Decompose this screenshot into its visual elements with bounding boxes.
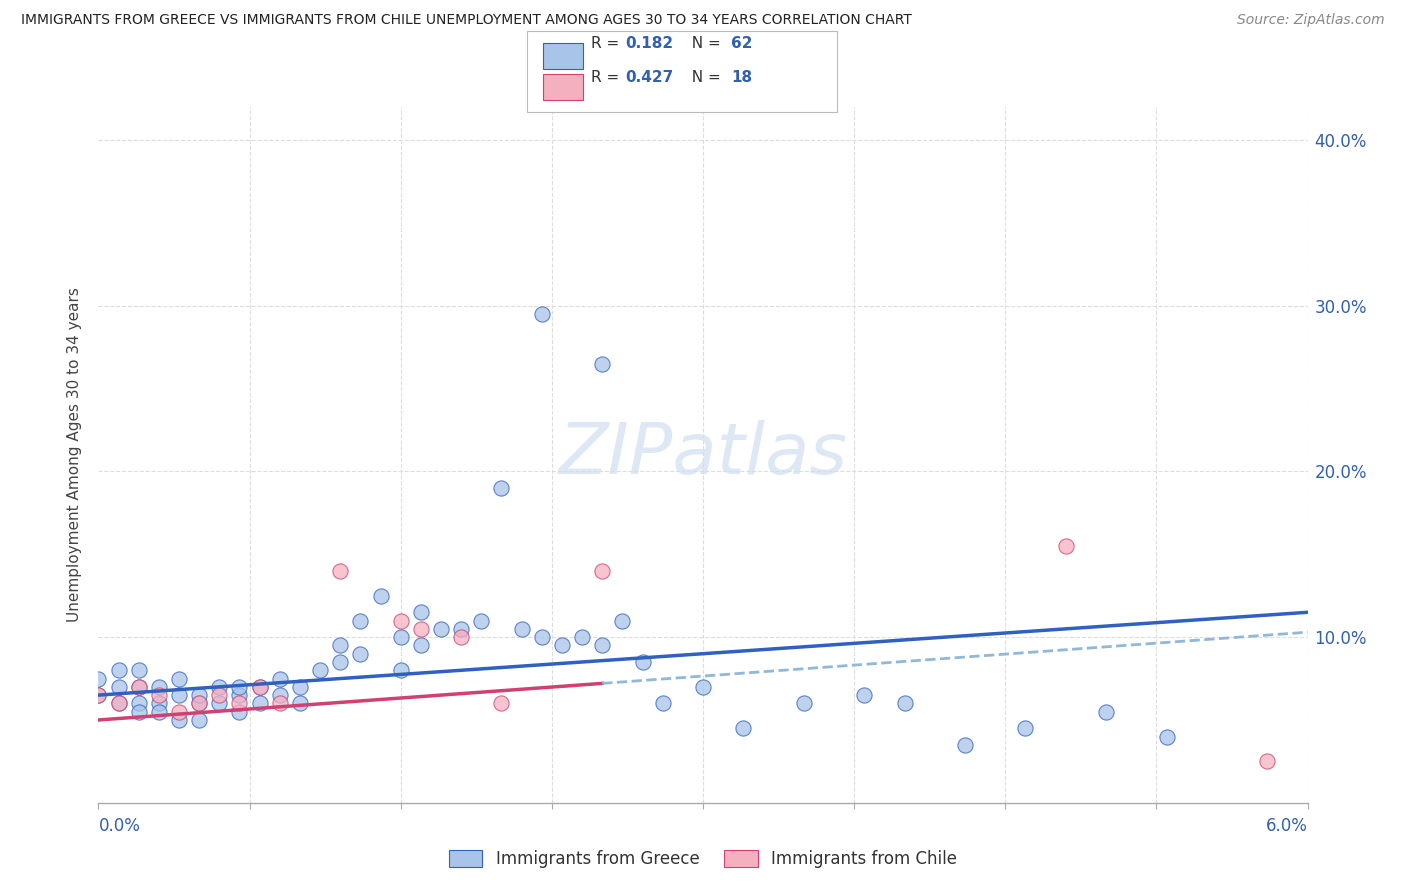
Point xyxy=(208,697,231,711)
Text: 62: 62 xyxy=(731,36,752,51)
Text: 0.182: 0.182 xyxy=(626,36,673,51)
Point xyxy=(530,630,553,644)
Point xyxy=(530,307,553,321)
Point xyxy=(430,622,453,636)
Y-axis label: Unemployment Among Ages 30 to 34 years: Unemployment Among Ages 30 to 34 years xyxy=(67,287,83,623)
Point xyxy=(329,639,352,653)
Point xyxy=(87,688,110,702)
Point xyxy=(167,688,190,702)
Point xyxy=(249,680,271,694)
Point xyxy=(188,713,211,727)
Point xyxy=(551,639,574,653)
Text: R =: R = xyxy=(591,36,624,51)
Point xyxy=(269,697,291,711)
Text: 18: 18 xyxy=(731,70,752,85)
Text: 0.0%: 0.0% xyxy=(98,817,141,835)
Point xyxy=(409,605,432,619)
Point xyxy=(1156,730,1178,744)
Point xyxy=(1256,755,1278,769)
Point xyxy=(329,655,352,669)
Point xyxy=(128,705,150,719)
Point xyxy=(107,697,129,711)
Point xyxy=(450,630,472,644)
Point xyxy=(612,614,634,628)
Point xyxy=(128,697,150,711)
Point xyxy=(128,663,150,677)
Point xyxy=(1054,539,1077,553)
Point xyxy=(269,688,291,702)
Point xyxy=(329,564,352,578)
Point xyxy=(571,630,593,644)
Point xyxy=(389,663,412,677)
Text: 0.427: 0.427 xyxy=(626,70,673,85)
Point xyxy=(409,639,432,653)
Point xyxy=(409,622,432,636)
Point xyxy=(893,697,915,711)
Point xyxy=(148,688,170,702)
Point xyxy=(288,697,311,711)
Text: IMMIGRANTS FROM GREECE VS IMMIGRANTS FROM CHILE UNEMPLOYMENT AMONG AGES 30 TO 34: IMMIGRANTS FROM GREECE VS IMMIGRANTS FRO… xyxy=(21,13,912,28)
Point xyxy=(128,680,150,694)
Point xyxy=(208,688,231,702)
Point xyxy=(349,614,371,628)
Point xyxy=(188,697,211,711)
Point xyxy=(269,672,291,686)
Point xyxy=(228,688,250,702)
Point xyxy=(167,705,190,719)
Point xyxy=(389,614,412,628)
Point xyxy=(591,357,613,371)
Point xyxy=(167,672,190,686)
Point xyxy=(148,680,170,694)
Text: N =: N = xyxy=(682,36,725,51)
Point xyxy=(188,688,211,702)
Text: R =: R = xyxy=(591,70,624,85)
Point xyxy=(249,697,271,711)
Text: ZIPatlas: ZIPatlas xyxy=(558,420,848,490)
Point xyxy=(87,688,110,702)
Point xyxy=(87,672,110,686)
Point xyxy=(1095,705,1118,719)
Point xyxy=(128,680,150,694)
Point xyxy=(107,663,129,677)
Point xyxy=(228,680,250,694)
Point xyxy=(591,564,613,578)
Point xyxy=(470,614,492,628)
Point xyxy=(188,697,211,711)
Point xyxy=(148,705,170,719)
Point xyxy=(349,647,371,661)
Point xyxy=(370,589,392,603)
Point xyxy=(692,680,714,694)
Point xyxy=(167,713,190,727)
Point xyxy=(208,680,231,694)
Point xyxy=(107,680,129,694)
Point xyxy=(953,738,976,752)
Point xyxy=(651,697,673,711)
Text: N =: N = xyxy=(682,70,725,85)
Point xyxy=(1014,721,1036,735)
Point xyxy=(228,705,250,719)
Point xyxy=(309,663,332,677)
Point xyxy=(491,481,513,495)
Point xyxy=(510,622,533,636)
Point xyxy=(148,697,170,711)
Point xyxy=(249,680,271,694)
Text: Source: ZipAtlas.com: Source: ZipAtlas.com xyxy=(1237,13,1385,28)
Point xyxy=(228,697,250,711)
Point xyxy=(793,697,815,711)
Text: 6.0%: 6.0% xyxy=(1265,817,1308,835)
Point xyxy=(450,622,472,636)
Point xyxy=(389,630,412,644)
Point xyxy=(591,639,613,653)
Point xyxy=(853,688,876,702)
Point xyxy=(107,697,129,711)
Point xyxy=(288,680,311,694)
Point xyxy=(491,697,513,711)
Legend: Immigrants from Greece, Immigrants from Chile: Immigrants from Greece, Immigrants from … xyxy=(443,843,963,874)
Point xyxy=(733,721,755,735)
Point xyxy=(631,655,654,669)
